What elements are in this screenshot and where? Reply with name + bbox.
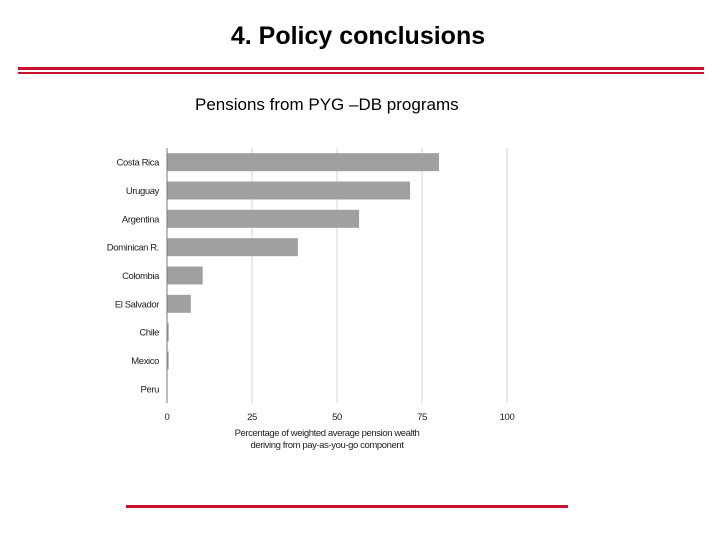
bar-5 (167, 294, 191, 313)
category-label-1: Uruguay (126, 186, 160, 197)
x-axis-label-line-0: Percentage of weighted average pension w… (235, 428, 420, 439)
x-tick-label-0: 0 (165, 412, 170, 423)
category-label-6: Chile (139, 328, 159, 339)
category-label-2: Argentina (122, 214, 160, 225)
x-tick-label-1: 25 (247, 412, 257, 423)
chart-subtitle: Pensions from PYG –DB programs (195, 95, 459, 114)
bar-0 (167, 153, 439, 172)
category-label-4: Colombia (122, 271, 160, 282)
title-rule-thin (18, 72, 704, 74)
bar-4 (167, 266, 203, 285)
bar-6 (167, 323, 169, 342)
x-tick-label-2: 50 (332, 412, 342, 423)
title-rule-thick (18, 67, 704, 70)
bar-7 (167, 351, 169, 370)
category-label-3: Dominican R. (107, 243, 159, 254)
bar-2 (167, 209, 360, 228)
category-label-5: El Salvador (115, 299, 159, 310)
bar-3 (167, 238, 298, 257)
slide-title: 4. Policy conclusions (230, 22, 486, 50)
x-tick-label-3: 75 (417, 412, 427, 423)
category-label-0: Costa Rica (117, 158, 161, 169)
bar-1 (167, 181, 411, 200)
category-label-7: Mexico (131, 356, 159, 367)
x-axis-label-line-1: deriving from pay-as-you-go component (250, 440, 404, 451)
category-label-8: Peru (141, 384, 160, 395)
bottom-rule (126, 505, 568, 508)
x-tick-label-4: 100 (500, 412, 515, 423)
